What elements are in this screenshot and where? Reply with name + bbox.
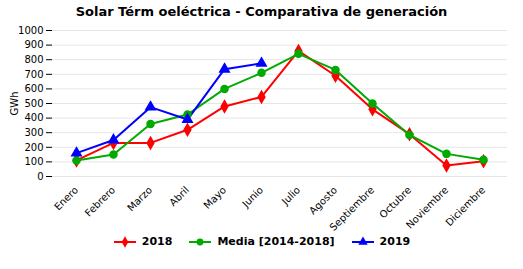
- svg-text:GWh: GWh: [9, 92, 20, 116]
- svg-text:Noviembre: Noviembre: [404, 184, 450, 230]
- svg-text:Julio: Julio: [279, 184, 302, 207]
- svg-text:400: 400: [24, 112, 43, 123]
- svg-text:0: 0: [37, 171, 43, 182]
- html-text:Media [2014-2018]: Media [2014-2018]: [217, 235, 335, 248]
- svg-text:800: 800: [24, 54, 43, 65]
- svg-text:Enero: Enero: [52, 184, 80, 212]
- svg-text:500: 500: [24, 98, 43, 109]
- svg-text:Diciembre: Diciembre: [443, 184, 487, 228]
- svg-text:200: 200: [24, 142, 43, 153]
- html-text:2018: 2018: [141, 235, 173, 248]
- svg-text:Abril: Abril: [167, 184, 191, 208]
- svg-text:100: 100: [24, 156, 43, 167]
- html-text:2019: 2019: [379, 235, 411, 248]
- svg-text:900: 900: [24, 39, 43, 50]
- svg-text:600: 600: [24, 83, 43, 94]
- svg-text:700: 700: [24, 69, 43, 80]
- svg-text:Agosto: Agosto: [307, 184, 339, 216]
- svg-text:1000: 1000: [18, 25, 43, 36]
- svg-text:Marzo: Marzo: [125, 184, 154, 213]
- svg-text:Septiembre: Septiembre: [327, 184, 376, 233]
- html-text:Solar Térm oeléctrica - Compar: Solar Térm oeléctrica - Comparativa de g…: [75, 4, 448, 19]
- svg-text:Mayo: Mayo: [201, 184, 228, 211]
- svg-text:300: 300: [24, 127, 43, 138]
- svg-text:Junio: Junio: [239, 184, 265, 210]
- svg-text:Febrero: Febrero: [83, 184, 117, 218]
- svg-text:Octubre: Octubre: [377, 184, 413, 220]
